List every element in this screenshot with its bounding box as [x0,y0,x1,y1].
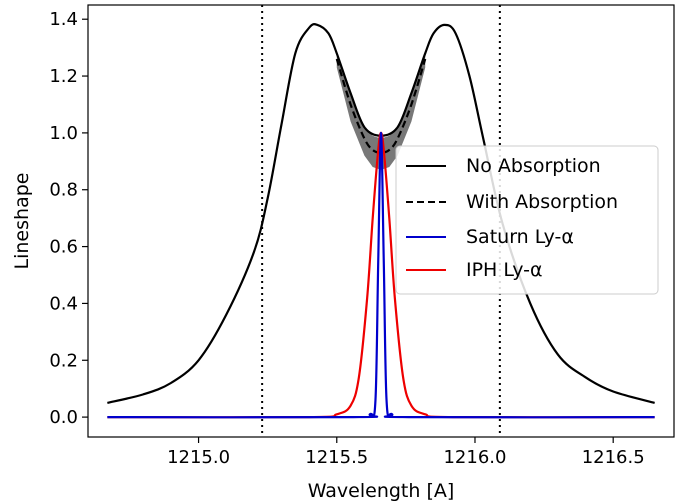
legend-box [395,145,659,295]
x-tick-label: 1215.0 [167,447,230,468]
y-tick-label: 1.4 [49,9,78,30]
y-tick-label: 1.0 [49,123,78,144]
legend-label-saturn: Saturn Ly-α [466,226,574,248]
series-line-with-absorption [335,58,427,154]
x-axis-label: Wavelength [A] [308,480,455,502]
x-tick-label: 1216.5 [582,447,645,468]
y-tick-label: 0.8 [49,180,78,201]
y-tick-label: 0.2 [49,350,78,371]
y-axis: 0.0 0.2 0.4 0.6 0.8 1.0 1.2 1.4 [49,9,88,428]
legend: No Absorption With Absorption Saturn Ly-… [395,145,659,295]
x-axis: 1215.0 1215.5 1216.0 1216.5 [167,437,645,468]
absorption-band [336,53,426,170]
y-tick-label: 0.4 [49,293,78,314]
x-tick-label: 1216.0 [443,447,506,468]
legend-label-no-absorption: No Absorption [466,155,601,177]
legend-label-iph: IPH Ly-α [466,259,543,281]
y-tick-label: 0.0 [49,407,78,428]
y-axis-label: Lineshape [11,173,33,270]
y-tick-label: 0.6 [49,237,78,258]
series-line-saturn-ly [107,131,655,419]
legend-label-with-absorption: With Absorption [466,191,618,213]
y-tick-label: 1.2 [49,66,78,87]
x-tick-label: 1215.5 [305,447,368,468]
plot-frame [87,4,675,438]
